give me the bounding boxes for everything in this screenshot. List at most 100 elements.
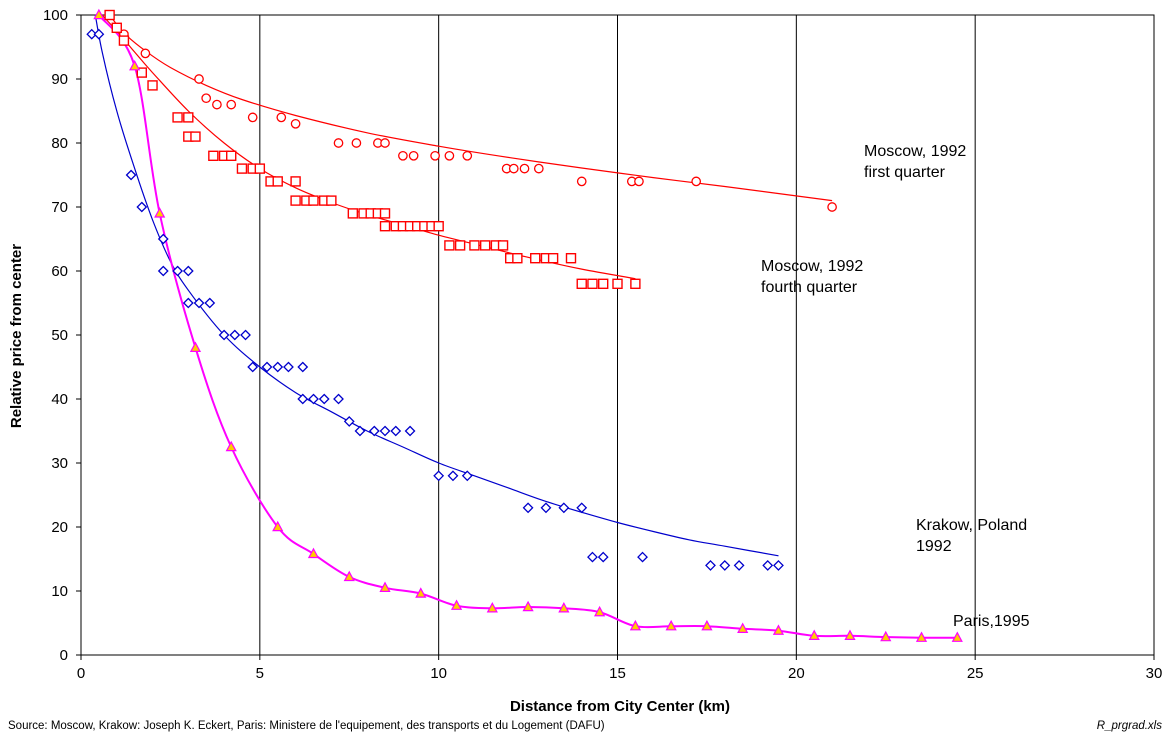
moscow-q4-point bbox=[547, 252, 559, 264]
paris-trend-line bbox=[98, 14, 958, 639]
paris-point bbox=[594, 605, 606, 617]
moscow-q1-point bbox=[226, 99, 237, 110]
krakow-point bbox=[182, 265, 194, 277]
moscow-q4-point bbox=[347, 208, 359, 219]
moscow-q1-point bbox=[290, 118, 301, 129]
krakow-point bbox=[540, 502, 552, 514]
series-labels: Moscow, 1992 first quarter Moscow, 1992 fou… bbox=[761, 143, 1030, 630]
axis-ticks: 0 10 20 30 40 50 60 70 80 90 100 0 5 10 15 20 25 30 bbox=[43, 7, 1162, 682]
krakow-trend-line bbox=[94, 14, 779, 557]
moscow-q1-point bbox=[212, 99, 222, 110]
moscow-q4-label: Moscow, 1992 fourth quarter bbox=[761, 258, 863, 296]
y-tick-label: 80 bbox=[51, 135, 68, 152]
moscow-q4-point bbox=[379, 208, 391, 219]
moscow-q4-point bbox=[469, 240, 480, 251]
paris-point bbox=[915, 631, 928, 642]
krakow-point bbox=[597, 551, 609, 563]
y-axis-title: Relative price from center bbox=[8, 244, 25, 428]
y-tick-label: 60 bbox=[51, 263, 68, 280]
paris-point bbox=[415, 587, 427, 598]
moscow-q4-point bbox=[512, 252, 523, 264]
moscow-q4-point bbox=[587, 278, 598, 289]
moscow-q1-point bbox=[462, 150, 473, 161]
moscow-q1-point bbox=[576, 176, 587, 187]
moscow-q4-point bbox=[254, 163, 266, 174]
krakow-point bbox=[333, 393, 344, 405]
moscow-q4-point bbox=[290, 195, 301, 206]
krakow-point bbox=[272, 361, 284, 373]
moscow-q4-point bbox=[208, 150, 219, 162]
paris-point bbox=[629, 619, 641, 631]
file-name-note: R_prgrad.xls bbox=[1097, 720, 1162, 732]
krakow-point bbox=[318, 393, 330, 405]
paris-point bbox=[522, 600, 534, 612]
moscow-q4-point bbox=[597, 278, 609, 289]
moscow-q4-point bbox=[226, 150, 237, 162]
paris-point bbox=[272, 520, 284, 532]
moscow-q4-point bbox=[104, 9, 115, 21]
y-tick-label: 40 bbox=[51, 391, 68, 408]
moscow-q1-point bbox=[380, 138, 390, 148]
moscow-q4-point bbox=[630, 278, 641, 289]
krakow-point bbox=[193, 297, 205, 309]
moscow-q4-point bbox=[172, 112, 183, 123]
moscow-q4-point bbox=[190, 131, 201, 142]
moscow-q4-point bbox=[497, 240, 509, 251]
moscow-q4-point bbox=[308, 195, 319, 206]
krakow-point bbox=[705, 559, 716, 571]
krakow-point bbox=[157, 265, 169, 277]
paris-point bbox=[93, 8, 105, 20]
moscow-q4-point bbox=[236, 163, 248, 174]
krakow-point bbox=[172, 265, 183, 277]
moscow-q1-point bbox=[827, 202, 837, 212]
paris-point bbox=[379, 581, 391, 593]
krakow-label: Krakow, Poland 1992 bbox=[916, 517, 1027, 555]
paris-point bbox=[951, 631, 963, 642]
paris-point bbox=[701, 619, 713, 631]
krakow-point bbox=[447, 470, 459, 482]
x-tick-label: 20 bbox=[788, 665, 805, 682]
moscow-q1-point bbox=[194, 74, 204, 84]
y-tick-label: 30 bbox=[51, 455, 68, 472]
krakow-point bbox=[283, 361, 294, 373]
y-tick-label: 10 bbox=[51, 583, 68, 600]
moscow-q4-point bbox=[444, 240, 455, 251]
x-tick-label: 10 bbox=[430, 665, 447, 682]
paris-point bbox=[343, 570, 355, 582]
krakow-point bbox=[247, 361, 259, 373]
paris-point bbox=[880, 630, 892, 642]
paris-point bbox=[772, 624, 785, 635]
paris-point bbox=[844, 629, 856, 641]
moscow-q4-point bbox=[565, 252, 577, 264]
y-tick-label: 0 bbox=[60, 647, 68, 664]
paris-point bbox=[665, 619, 677, 631]
moscow-q1-point bbox=[333, 138, 344, 148]
moscow-q4-point bbox=[290, 176, 301, 187]
moscow-q1-point bbox=[508, 163, 519, 174]
krakow-point bbox=[762, 559, 774, 571]
moscow-q1-point bbox=[276, 112, 287, 123]
moscow-q1-point bbox=[351, 138, 362, 148]
y-tick-label: 70 bbox=[51, 199, 68, 216]
krakow-point bbox=[125, 169, 137, 181]
krakow-point bbox=[297, 361, 309, 373]
krakow-point bbox=[461, 470, 473, 482]
krakow-point bbox=[240, 329, 251, 341]
moscow-q4-point bbox=[183, 112, 194, 123]
paris-point bbox=[129, 59, 141, 71]
moscow-q4-point bbox=[272, 176, 283, 187]
y-tick-label: 50 bbox=[51, 327, 68, 344]
x-tick-label: 0 bbox=[77, 665, 85, 682]
moscow-q4-point bbox=[136, 67, 148, 78]
krakow-point bbox=[773, 559, 784, 571]
moscow-q4-point bbox=[118, 35, 130, 46]
moscow-q1-point bbox=[140, 48, 151, 59]
x-tick-label: 25 bbox=[967, 665, 984, 682]
moscow-q1-point bbox=[201, 93, 212, 104]
krakow-point bbox=[261, 361, 273, 373]
krakow-point bbox=[379, 425, 391, 437]
krakow-point bbox=[390, 425, 402, 437]
x-tick-label: 30 bbox=[1146, 665, 1163, 682]
trend-lines bbox=[94, 11, 958, 639]
